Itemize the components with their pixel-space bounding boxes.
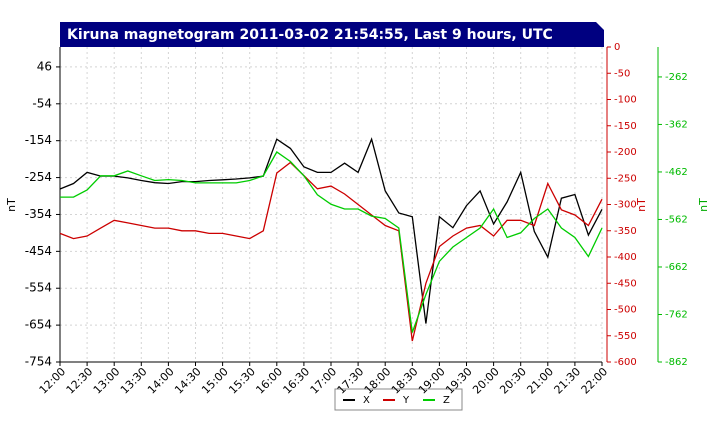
x-tick-label: 22:00 — [579, 365, 611, 397]
y3-tick-label: -462 — [665, 167, 688, 178]
x-tick-label: 21:00 — [524, 365, 556, 397]
x-tick-label: 15:00 — [199, 365, 231, 397]
y-tick-label: -354 — [25, 207, 52, 221]
x-tick-label: 15:30 — [226, 365, 258, 397]
y2-tick-label: -50 — [614, 68, 630, 79]
y-tick-label: -254 — [25, 170, 52, 184]
legend-label: Y — [402, 395, 410, 406]
y3-tick-label: -762 — [665, 309, 688, 320]
y2-tick-label: -200 — [614, 147, 637, 158]
x-tick-label: 21:30 — [552, 365, 584, 397]
series-line — [59, 137, 603, 324]
x-tick-label: 16:00 — [253, 365, 285, 397]
y2-tick-label: 0 — [614, 42, 620, 53]
y2-tick-label: -450 — [614, 278, 637, 289]
x-tick-label: 12:00 — [37, 365, 69, 397]
y2-tick-label: -250 — [614, 173, 637, 184]
legend-label: X — [363, 395, 370, 406]
legend-label: Z — [443, 395, 450, 406]
x-tick-label: 14:30 — [172, 365, 204, 397]
x-tick-label: 14:00 — [145, 365, 177, 397]
x-tick-label: 12:30 — [64, 365, 96, 397]
y2-tick-label: -300 — [614, 200, 637, 211]
y-tick-label: -554 — [25, 281, 52, 295]
y-tick-label: 46 — [37, 59, 52, 73]
y2-tick-label: -500 — [614, 305, 637, 316]
chart-title: Kiruna magnetogram 2011-03-02 21:54:55, … — [67, 27, 553, 43]
x-tick-label: 16:30 — [281, 365, 313, 397]
y3-tick-label: -862 — [665, 357, 688, 368]
y-tick-label: -754 — [25, 355, 52, 369]
series-line — [60, 151, 603, 333]
y3-tick-label: -262 — [665, 72, 688, 83]
y2-tick-label: -550 — [614, 331, 637, 342]
y-tick-label: -454 — [25, 244, 52, 258]
y3-axis-label: nT — [697, 198, 710, 212]
x-tick-label: 20:30 — [497, 365, 529, 397]
y2-tick-label: -150 — [614, 121, 637, 132]
y3-tick-label: -362 — [665, 119, 688, 130]
x-tick-label: 20:00 — [470, 365, 502, 397]
y2-tick-label: -100 — [614, 95, 637, 106]
x-tick-label: 13:00 — [91, 365, 123, 397]
y3-tick-label: -662 — [665, 262, 688, 273]
y2-tick-label: -600 — [614, 357, 637, 368]
title-bar — [60, 22, 604, 47]
legend — [334, 388, 463, 411]
x-tick-label: 13:30 — [118, 365, 150, 397]
y2-tick-label: -400 — [614, 252, 637, 263]
y-axis-label: nT — [5, 198, 18, 212]
y3-tick-label: -562 — [665, 214, 688, 225]
y2-tick-label: -350 — [614, 226, 637, 237]
y2-axis-label: nT — [635, 198, 648, 212]
y-tick-label: -654 — [25, 318, 52, 332]
y-tick-label: -54 — [32, 96, 52, 110]
series-line — [59, 161, 603, 342]
y-tick-label: -154 — [25, 133, 52, 147]
